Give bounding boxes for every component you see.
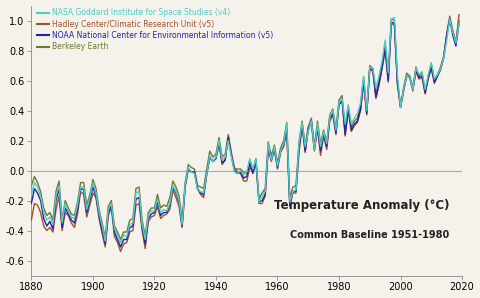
Berkeley Earth — [28, 184, 34, 187]
Hadley Center/Climatic Research Unit (v5) — [53, 208, 59, 211]
NASA Goddard Institute for Space Studies (v4) — [392, 16, 397, 19]
NOAA National Center for Environmental Information (v5) — [456, 22, 462, 25]
NASA Goddard Institute for Space Studies (v4) — [44, 218, 49, 222]
Hadley Center/Climatic Research Unit (v5) — [456, 13, 462, 16]
Berkeley Earth — [72, 214, 77, 217]
NOAA National Center for Environmental Information (v5) — [53, 199, 59, 202]
NOAA National Center for Environmental Information (v5) — [210, 160, 216, 163]
Legend: NASA Goddard Institute for Space Studies (v4), Hadley Center/Climatic Research U: NASA Goddard Institute for Space Studies… — [36, 7, 275, 53]
NASA Goddard Institute for Space Studies (v4) — [210, 160, 216, 163]
NOAA National Center for Environmental Information (v5) — [118, 245, 123, 249]
Text: Common Baseline 1951-1980: Common Baseline 1951-1980 — [290, 230, 449, 240]
Berkeley Earth — [106, 205, 111, 208]
Line: NASA Goddard Institute for Space Studies (v4): NASA Goddard Institute for Space Studies… — [31, 18, 459, 243]
Line: Berkeley Earth: Berkeley Earth — [31, 16, 459, 240]
Hadley Center/Climatic Research Unit (v5) — [28, 218, 34, 222]
NOAA National Center for Environmental Information (v5) — [44, 224, 49, 228]
NOAA National Center for Environmental Information (v5) — [447, 17, 453, 21]
NOAA National Center for Environmental Information (v5) — [244, 175, 250, 178]
NASA Goddard Institute for Space Studies (v4) — [118, 241, 123, 244]
Berkeley Earth — [456, 19, 462, 22]
Berkeley Earth — [210, 155, 216, 159]
Hadley Center/Climatic Research Unit (v5) — [244, 179, 250, 183]
Berkeley Earth — [447, 14, 453, 18]
Berkeley Earth — [244, 172, 250, 175]
NASA Goddard Institute for Space Studies (v4) — [244, 170, 250, 174]
Text: Temperature Anomaly (°C): Temperature Anomaly (°C) — [274, 199, 449, 212]
Line: Hadley Center/Climatic Research Unit (v5): Hadley Center/Climatic Research Unit (v5… — [31, 15, 459, 252]
Hadley Center/Climatic Research Unit (v5) — [453, 41, 459, 45]
Line: NOAA National Center for Environmental Information (v5): NOAA National Center for Environmental I… — [31, 19, 459, 247]
Berkeley Earth — [118, 238, 123, 241]
NOAA National Center for Environmental Information (v5) — [106, 211, 111, 214]
NASA Goddard Institute for Space Studies (v4) — [106, 208, 111, 211]
NASA Goddard Institute for Space Studies (v4) — [53, 194, 59, 198]
Hadley Center/Climatic Research Unit (v5) — [106, 214, 111, 217]
NOAA National Center for Environmental Information (v5) — [28, 202, 34, 205]
Berkeley Earth — [53, 190, 59, 193]
NASA Goddard Institute for Space Studies (v4) — [72, 217, 77, 220]
Berkeley Earth — [44, 214, 49, 217]
Hadley Center/Climatic Research Unit (v5) — [72, 226, 77, 229]
NASA Goddard Institute for Space Studies (v4) — [456, 22, 462, 25]
Hadley Center/Climatic Research Unit (v5) — [118, 250, 123, 253]
Hadley Center/Climatic Research Unit (v5) — [44, 229, 49, 232]
NASA Goddard Institute for Space Studies (v4) — [28, 193, 34, 196]
NOAA National Center for Environmental Information (v5) — [72, 221, 77, 225]
